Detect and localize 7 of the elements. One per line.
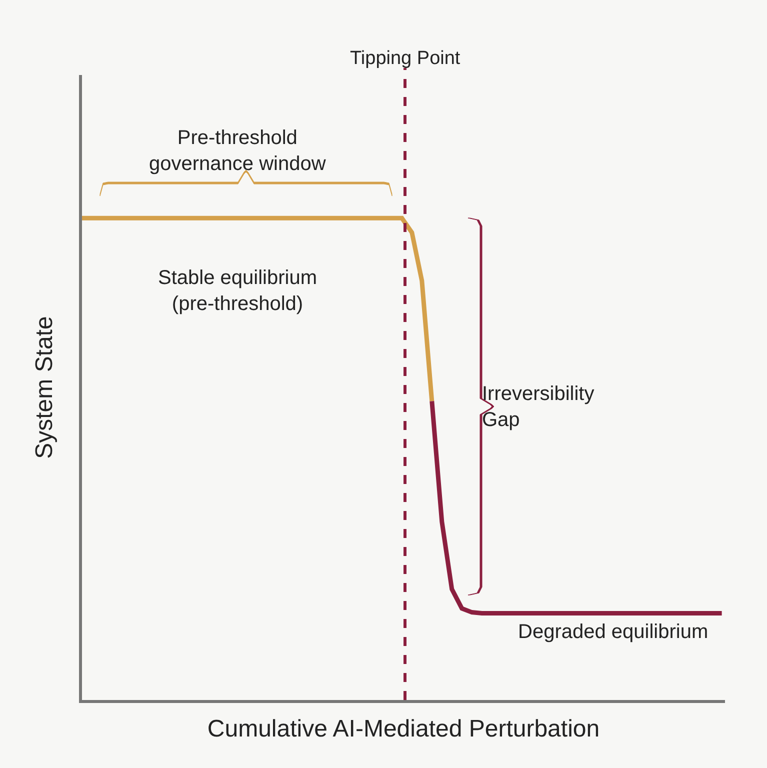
text: Tipping Point (350, 48, 461, 69)
annotation: Stable equilibrium (pre-threshold) (158, 267, 317, 315)
annotation: Irreversibility Gap (482, 383, 594, 431)
text: Pre-threshold governance window (149, 127, 326, 175)
x-axis-title: Cumulative AI-Mediated Perturbation (207, 715, 600, 742)
y-axis-title: System State (31, 316, 58, 459)
annotation: Degraded equilibrium (518, 621, 708, 643)
